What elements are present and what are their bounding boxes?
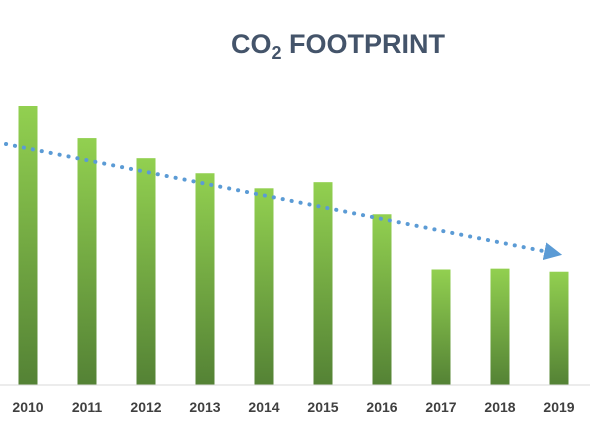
trendline — [4, 142, 563, 261]
x-tick-label-2017: 2017 — [425, 399, 456, 415]
bar-2017 — [431, 269, 451, 385]
bar-2018 — [490, 268, 510, 385]
x-tick-label-2016: 2016 — [366, 399, 397, 415]
x-tick-label-2010: 2010 — [12, 399, 43, 415]
bar-2014 — [254, 188, 274, 385]
chart-title-main: CO — [231, 29, 272, 59]
chart-title-subscript: 2 — [271, 43, 281, 63]
x-tick-label-2013: 2013 — [189, 399, 220, 415]
x-tick-label-2015: 2015 — [307, 399, 338, 415]
bar-2011 — [77, 138, 97, 385]
x-tick-label-2012: 2012 — [130, 399, 161, 415]
chart-title-rest: FOOTPRINT — [282, 29, 446, 59]
x-tick-label-2011: 2011 — [72, 399, 103, 415]
chart-title: CO2 FOOTPRINT — [231, 29, 446, 63]
bar-2019 — [549, 271, 569, 385]
x-tick-label-2019: 2019 — [543, 399, 574, 415]
x-tick-label-2018: 2018 — [484, 399, 515, 415]
x-axis-tick-labels: 2010 2011 2012 2013 2014 2015 2016 2017 2018 2019 — [12, 399, 574, 415]
bar-2016 — [372, 214, 392, 385]
bar-2010 — [18, 106, 38, 385]
bar-2015 — [313, 182, 333, 385]
bar-2012 — [136, 158, 156, 385]
bar-2013 — [195, 173, 215, 385]
bar-series — [18, 106, 569, 385]
x-tick-label-2014: 2014 — [248, 399, 279, 415]
